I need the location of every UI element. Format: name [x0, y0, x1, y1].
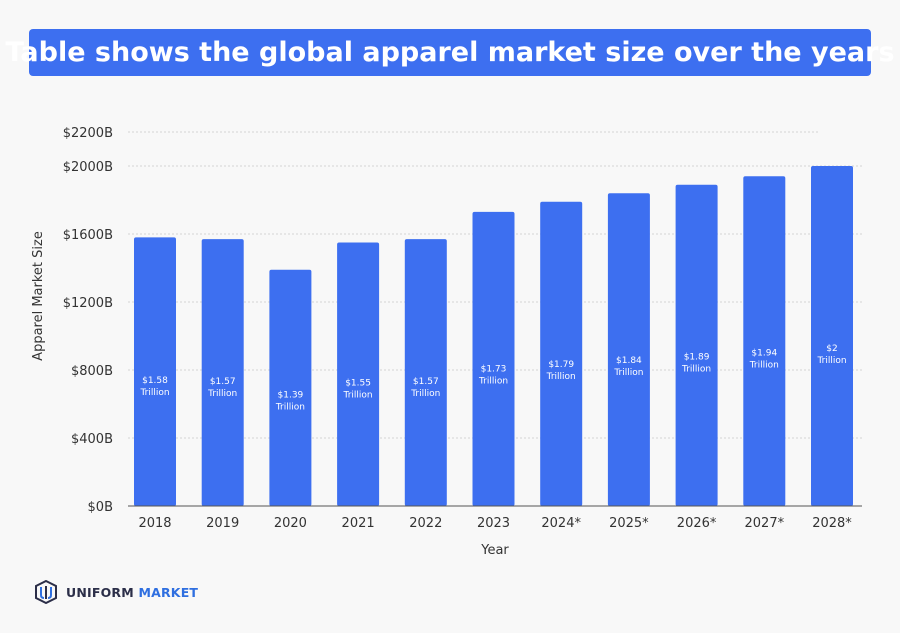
y-tick-label: $800B: [71, 364, 113, 379]
bar-value-label: $1.55: [345, 378, 371, 388]
bar-value-label: $1.39: [278, 391, 304, 401]
bar-value-label: $1.89: [684, 352, 710, 362]
bar-value-label: $1.57: [413, 377, 439, 387]
bar-unit-label: Trillion: [343, 390, 373, 400]
bar: [201, 239, 244, 506]
bars: [134, 166, 853, 506]
y-tick-label: $1600B: [63, 228, 113, 243]
bar-unit-label: Trillion: [139, 388, 169, 398]
x-tick-label: 2024*: [541, 516, 581, 531]
bar: [337, 242, 380, 506]
bar-value-label: $1.84: [616, 356, 642, 366]
brand-logo: UNIFORM MARKET: [34, 580, 198, 604]
bar: [472, 211, 515, 506]
bar-value-label: $1.58: [142, 376, 168, 386]
y-tick-label: $2000B: [63, 160, 113, 175]
y-tick-label: $2200B: [63, 126, 113, 141]
gridlines: [128, 131, 862, 439]
y-tick-label: $1200B: [63, 296, 113, 311]
chart-title: Table shows the global apparel market si…: [5, 29, 895, 76]
bar-unit-label: Trillion: [410, 389, 440, 399]
y-tick-label: $0B: [88, 500, 113, 515]
x-tick-label: 2020: [274, 516, 307, 531]
y-tick-label: $400B: [71, 432, 113, 447]
x-tick-label: 2025*: [609, 516, 649, 531]
bar-value-label: $1.73: [481, 365, 507, 375]
bar: [404, 239, 447, 506]
bar-unit-label: Trillion: [749, 361, 779, 371]
y-axis-label: Apparel Market Size: [31, 231, 46, 361]
x-tick-label: 2023: [477, 516, 510, 531]
bar-value-label: $2: [826, 344, 837, 354]
bar: [134, 237, 176, 506]
uniform-market-logo-icon: [35, 580, 57, 604]
x-tick-label: 2028*: [812, 516, 852, 531]
x-tick-label: 2027*: [745, 516, 785, 531]
x-tick-label: 2021: [342, 516, 375, 531]
logo-word-uniform: UNIFORM: [66, 584, 134, 600]
bar-unit-label: Trillion: [816, 356, 846, 366]
bar: [269, 269, 312, 506]
bar: [675, 184, 718, 506]
bar-unit-label: Trillion: [681, 364, 711, 374]
x-axis-ticks: 2018 2019 2020 2021 2022 2023 2024* 2025* 2026* 2…: [138, 516, 852, 531]
bar-data-labels: $1.58 Trillion $1.57 Trillion $1.39 Trillion $…: [139, 344, 846, 413]
bar-value-label: $1.57: [210, 377, 236, 387]
bar-unit-label: Trillion: [275, 403, 305, 413]
x-axis-label: Year: [480, 543, 509, 558]
bar: [811, 166, 853, 506]
y-axis-ticks: $0B $400B $800B $1200B $1600B $2000B $2200B: [63, 126, 113, 515]
x-tick-label: 2026*: [677, 516, 717, 531]
bar: [540, 201, 583, 506]
logo-word-market: MARKET: [138, 584, 199, 600]
bar-unit-label: Trillion: [546, 372, 576, 382]
bar-value-label: $1.94: [751, 349, 777, 359]
bar-unit-label: Trillion: [478, 377, 508, 387]
bar: [743, 176, 786, 506]
x-tick-label: 2022: [409, 516, 442, 531]
x-tick-label: 2019: [206, 516, 239, 531]
bar-value-label: $1.79: [548, 360, 574, 370]
bar-unit-label: Trillion: [613, 368, 643, 378]
x-tick-label: 2018: [138, 516, 171, 531]
bar: [607, 193, 650, 506]
bar-unit-label: Trillion: [207, 389, 237, 399]
